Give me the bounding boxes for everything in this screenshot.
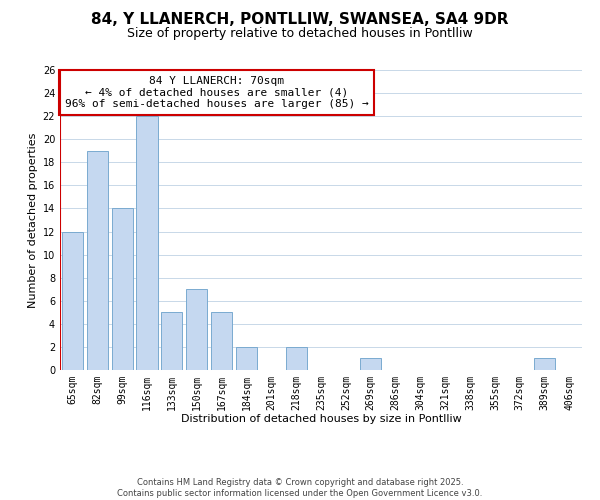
Bar [87,151,108,370]
Bar [236,347,257,370]
Bar [534,358,555,370]
X-axis label: Distribution of detached houses by size in Pontlliw: Distribution of detached houses by size … [181,414,461,424]
Bar [161,312,182,370]
Text: Contains HM Land Registry data © Crown copyright and database right 2025.
Contai: Contains HM Land Registry data © Crown c… [118,478,482,498]
Bar [186,289,207,370]
Bar [112,208,133,370]
Bar [136,116,158,370]
Bar [360,358,381,370]
Bar [286,347,307,370]
Text: Size of property relative to detached houses in Pontlliw: Size of property relative to detached ho… [127,28,473,40]
Bar [211,312,232,370]
Text: 84 Y LLANERCH: 70sqm
← 4% of detached houses are smaller (4)
96% of semi-detache: 84 Y LLANERCH: 70sqm ← 4% of detached ho… [65,76,368,109]
Bar [62,232,83,370]
Y-axis label: Number of detached properties: Number of detached properties [28,132,38,308]
Text: 84, Y LLANERCH, PONTLLIW, SWANSEA, SA4 9DR: 84, Y LLANERCH, PONTLLIW, SWANSEA, SA4 9… [91,12,509,28]
